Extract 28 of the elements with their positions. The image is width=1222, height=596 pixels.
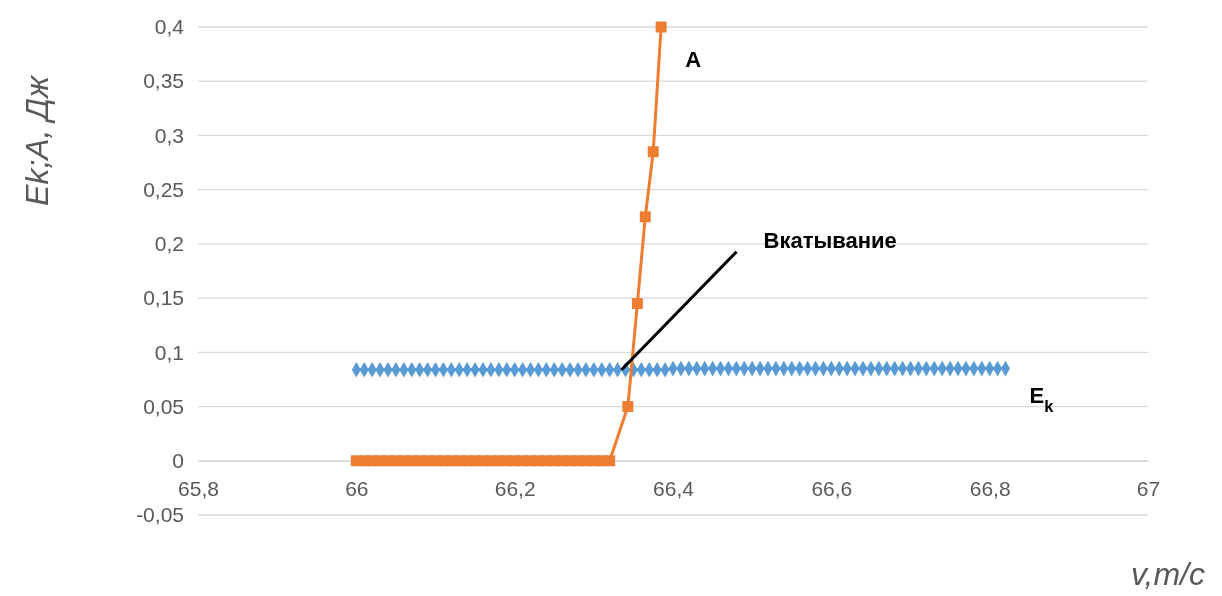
point: [631, 298, 643, 310]
x-tick-label: 66,2: [494, 476, 536, 500]
y-tick-label: 0,25: [143, 177, 184, 201]
series-label: E$_{k}$: [1029, 382, 1055, 415]
series-label: A: [685, 47, 702, 72]
y-tick-label: 0,4: [154, 15, 185, 39]
y-tick-label: 0,3: [154, 123, 184, 147]
y-tick-label: 0,05: [143, 394, 184, 418]
y-tick-label: 0,35: [143, 69, 184, 93]
y-tick-label: 0,1: [154, 340, 184, 364]
x-tick-label: 66: [345, 476, 369, 500]
annotation: Вкатывание: [763, 227, 897, 253]
y-tick-label: -0,05: [136, 503, 184, 527]
x-tick-label: 66,6: [811, 476, 853, 500]
y-tick-label: 0: [172, 449, 184, 472]
point: [655, 21, 667, 33]
point: [647, 146, 659, 158]
x-tick-label: 67: [1136, 476, 1161, 500]
point: [622, 401, 634, 413]
x-tick-label: 66,4: [653, 476, 695, 500]
y-axis-title: Ek;A, Дж: [19, 74, 55, 206]
point: [639, 211, 651, 223]
y-tick-label: 0,2: [154, 232, 184, 256]
point: [604, 455, 616, 467]
x-axis-title: v,m/c: [1130, 556, 1205, 592]
y-tick-label: 0,15: [143, 286, 184, 310]
x-tick-label: 66,8: [969, 476, 1011, 500]
x-tick-label: 65,8: [178, 476, 219, 500]
